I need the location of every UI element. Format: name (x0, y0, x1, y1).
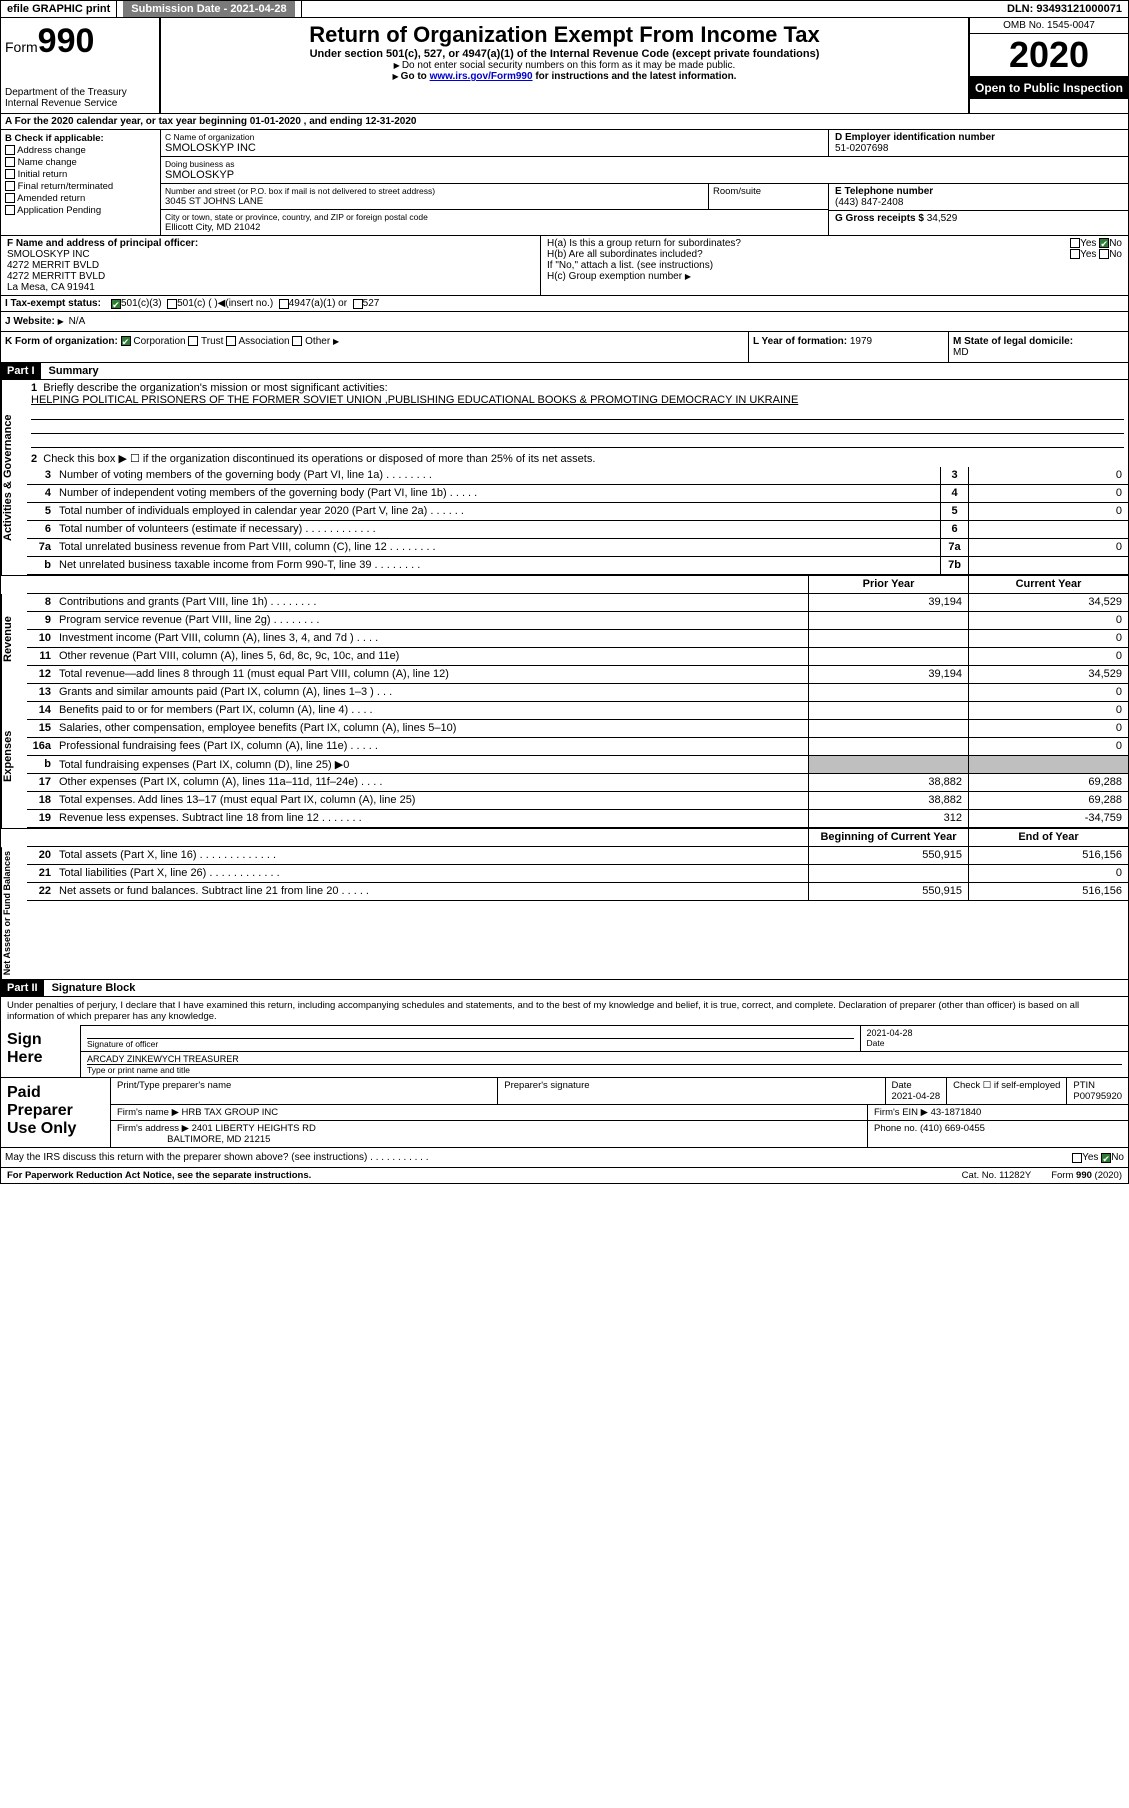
cb-name[interactable]: Name change (5, 157, 156, 168)
c-name: C Name of organization SMOLOSKYP INC (161, 130, 828, 156)
block-b-c: B Check if applicable: Address change Na… (0, 130, 1129, 236)
form-header: Form990 Department of the Treasury Inter… (0, 18, 1129, 114)
tab-governance: Activities & Governance (1, 380, 27, 575)
street: Number and street (or P.O. box if mail i… (161, 184, 708, 209)
b-checkboxes: B Check if applicable: Address change Na… (1, 130, 161, 235)
cb-501c[interactable] (167, 299, 177, 309)
tab-revenue: Revenue (1, 594, 27, 684)
k-form-org: K Form of organization: ✔ Corporation Tr… (1, 332, 748, 362)
row-klm: K Form of organization: ✔ Corporation Tr… (0, 332, 1129, 363)
cb-initial[interactable]: Initial return (5, 169, 156, 180)
cb-501c3[interactable]: ✔ (111, 299, 121, 309)
summary-sec1: Activities & Governance 1 Briefly descri… (0, 380, 1129, 575)
form-title: Return of Organization Exempt From Incom… (167, 22, 962, 48)
g-receipts: G Gross receipts $ 34,529 (829, 211, 1128, 226)
e-phone: E Telephone number (443) 847-2408 (829, 184, 1128, 211)
title-box: Return of Organization Exempt From Incom… (161, 18, 968, 113)
summary-header2: . Prior Year Current Year (0, 575, 1129, 594)
discuss-row: May the IRS discuss this return with the… (0, 1148, 1129, 1168)
summary-header3: . Beginning of Current Year End of Year (0, 828, 1129, 847)
tab-netassets: Net Assets or Fund Balances (1, 847, 27, 979)
row-i: I Tax-exempt status: ✔ 501(c)(3) 501(c) … (0, 296, 1129, 312)
summary-sec2: Revenue 8Contributions and grants (Part … (0, 594, 1129, 684)
part2-header: Part II Signature Block (0, 980, 1129, 997)
block-f-h: F Name and address of principal officer:… (0, 236, 1129, 296)
room: Room/suite (708, 184, 828, 209)
summary-sec3: Expenses 13Grants and similar amounts pa… (0, 684, 1129, 828)
cb-4947[interactable] (279, 299, 289, 309)
dln: DLN: 93493121000071 (1001, 1, 1128, 17)
form990-link[interactable]: www.irs.gov/Form990 (430, 71, 533, 82)
footer: For Paperwork Reduction Act Notice, see … (0, 1168, 1129, 1184)
sign-here: Sign Here (1, 1025, 81, 1077)
omb: OMB No. 1545-0047 (970, 18, 1128, 34)
open-public: Open to Public Inspection (970, 77, 1128, 99)
form-number-box: Form990 Department of the Treasury Inter… (1, 18, 161, 113)
f-officer: F Name and address of principal officer:… (1, 236, 541, 295)
summary-sec4: Net Assets or Fund Balances 20Total asse… (0, 847, 1129, 980)
part1-header: Part I Summary (0, 363, 1129, 380)
cb-final[interactable]: Final return/terminated (5, 181, 156, 192)
signature-block: Under penalties of perjury, I declare th… (0, 997, 1129, 1078)
cb-amended[interactable]: Amended return (5, 193, 156, 204)
note-ssn: Do not enter social security numbers on … (402, 60, 735, 71)
row-j: J Website: N/A (0, 312, 1129, 332)
city: City or town, state or province, country… (161, 210, 828, 235)
m-state: M State of legal domicile:MD (948, 332, 1128, 362)
year-box: OMB No. 1545-0047 2020 Open to Public In… (968, 18, 1128, 113)
tax-year: 2020 (970, 34, 1128, 77)
dba: Doing business as SMOLOSKYP (161, 157, 1128, 184)
efile-label: efile GRAPHIC print (1, 1, 117, 17)
cb-527[interactable] (353, 299, 363, 309)
d-ein: D Employer identification number 51-0207… (828, 130, 1128, 156)
top-bar: efile GRAPHIC print Submission Date - 20… (0, 0, 1129, 18)
cb-address[interactable]: Address change (5, 145, 156, 156)
row-a: A For the 2020 calendar year, or tax yea… (0, 114, 1129, 130)
submission-date: Submission Date - 2021-04-28 (117, 1, 301, 17)
subtitle: Under section 501(c), 527, or 4947(a)(1)… (167, 48, 962, 60)
paid-preparer: Paid Preparer Use Only Print/Type prepar… (0, 1078, 1129, 1148)
l-year: L Year of formation: 1979 (748, 332, 948, 362)
tab-expenses: Expenses (1, 684, 27, 828)
cb-pending[interactable]: Application Pending (5, 205, 156, 216)
dept-label: Department of the Treasury Internal Reve… (5, 87, 155, 109)
h-group: H(a) Is this a group return for subordin… (541, 236, 1128, 295)
